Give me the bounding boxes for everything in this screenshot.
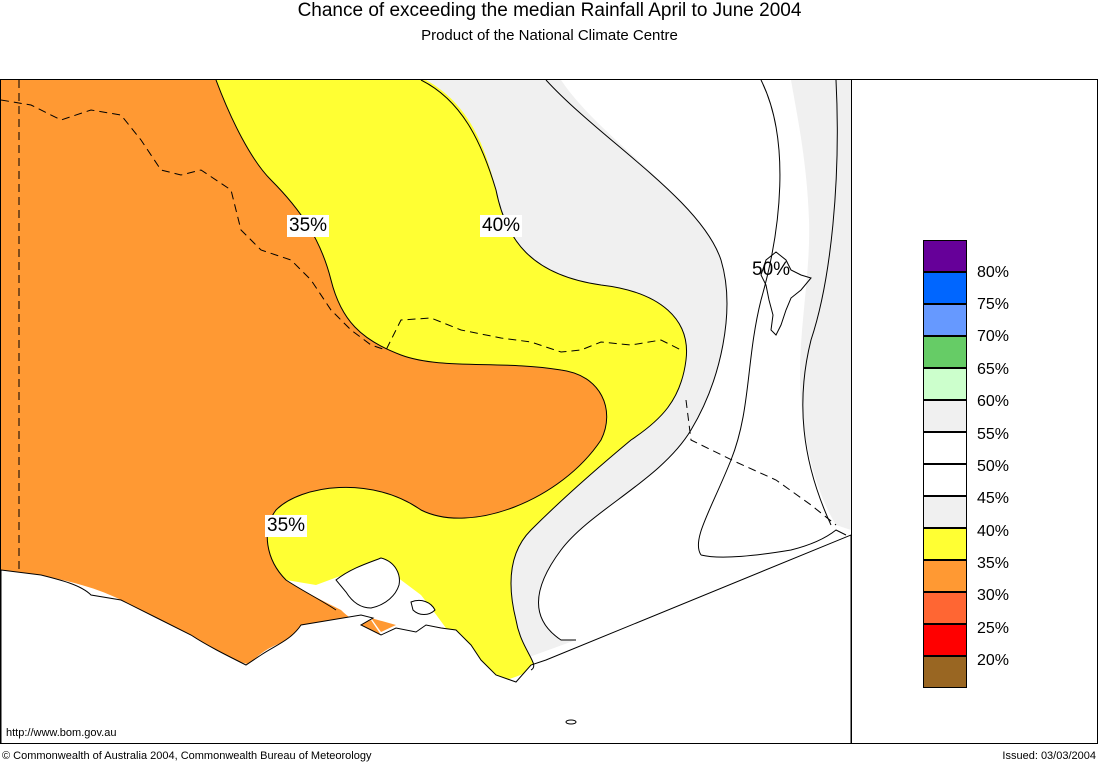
lake-outline (760, 251, 812, 336)
sea-south (1, 534, 851, 743)
coastline-east (700, 529, 847, 558)
small-island (565, 719, 577, 725)
port-phillip-bay (335, 557, 400, 609)
legend-label-20: 20% (977, 652, 1010, 669)
legend-swatch-75 (923, 272, 967, 304)
legend-swatch-50 (923, 432, 967, 464)
legend-swatch-60 (923, 368, 967, 400)
zone-35-40 (216, 80, 687, 681)
rainfall-map (1, 80, 851, 743)
legend-label-80: 80% (977, 264, 1010, 281)
zone-30-35 (1, 80, 607, 665)
state-border-nsw-vic (1, 99, 682, 353)
western-port (410, 599, 436, 615)
legend-swatch-30 (923, 560, 967, 592)
legend-label-65: 65% (977, 361, 1010, 378)
legend-swatch-45 (923, 464, 967, 496)
legend-label-75: 75% (977, 296, 1010, 313)
legend-label-55: 55% (977, 426, 1010, 443)
legend-swatch-35 (923, 528, 967, 560)
legend-label-45: 45% (977, 490, 1010, 507)
contour-label-40: 40% (480, 215, 523, 237)
map-subtitle: Product of the National Climate Centre (421, 27, 678, 44)
contour-40 (420, 80, 688, 671)
copyright-notice: © Commonwealth of Australia 2004, Common… (2, 750, 372, 762)
legend-swatch-80 (923, 240, 967, 272)
state-border-east (685, 399, 837, 526)
legend-label-35: 35% (977, 555, 1010, 572)
legend-swatch-55 (923, 400, 967, 432)
contour-label-35-south: 35% (265, 515, 308, 537)
issued-date: Issued: 03/03/2004 (1002, 750, 1096, 762)
legend-swatch-40 (923, 496, 967, 528)
legend-swatch-65 (923, 336, 967, 368)
legend-label-70: 70% (977, 328, 1010, 345)
legend-label-40: 40% (977, 523, 1010, 540)
legend-swatch-20 (923, 624, 967, 656)
legend-label-30: 30% (977, 587, 1010, 604)
contour-45 (538, 80, 728, 641)
legend-label-25: 25% (977, 620, 1010, 637)
legend-label-50: 50% (977, 458, 1010, 475)
map-frame: 35% 40% 50% 35% http://www.bom.gov.au 80… (0, 79, 1098, 744)
legend-swatch-below-20 (923, 656, 967, 688)
contour-label-35-north: 35% (287, 215, 330, 237)
legend-divider (851, 80, 852, 743)
contour-55 (802, 80, 838, 526)
contour-50 (697, 80, 781, 556)
legend-label-60: 60% (977, 393, 1010, 410)
map-title: Chance of exceeding the median Rainfall … (297, 0, 802, 21)
legend-swatch-25 (923, 592, 967, 624)
legend-swatch-70 (923, 304, 967, 336)
contour-label-50: 50% (752, 259, 791, 280)
website-url: http://www.bom.gov.au (6, 727, 117, 739)
